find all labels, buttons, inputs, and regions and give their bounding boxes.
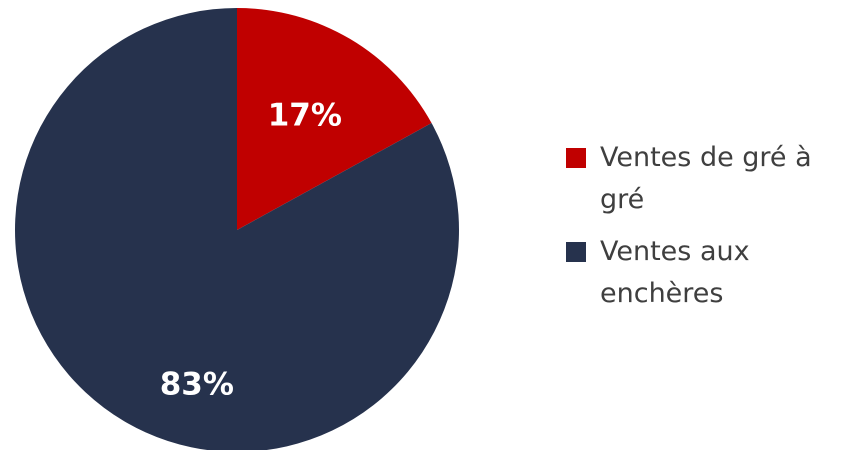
legend-item-encheres: Ventes aux enchères bbox=[566, 231, 856, 315]
chart-legend: Ventes de gré à gré Ventes aux enchères bbox=[566, 137, 856, 325]
pie-slices bbox=[15, 8, 459, 450]
legend-label-encheres: Ventes aux enchères bbox=[600, 236, 750, 309]
data-label-ventes-de-gre-a-gre: 17% bbox=[268, 97, 342, 133]
legend-swatch-encheres bbox=[566, 242, 586, 262]
legend-item-gre-a-gre: Ventes de gré à gré bbox=[566, 137, 856, 221]
pie-slice-labels: 17% 83% bbox=[160, 97, 342, 402]
legend-swatch-gre-a-gre bbox=[566, 148, 586, 168]
pie-slice-ventes-de-gre-a-gre bbox=[237, 8, 432, 230]
pie-slice-ventes-aux-encheres bbox=[15, 8, 459, 450]
data-label-ventes-aux-encheres: 83% bbox=[160, 367, 234, 403]
legend-label-gre-a-gre: Ventes de gré à gré bbox=[600, 142, 812, 215]
